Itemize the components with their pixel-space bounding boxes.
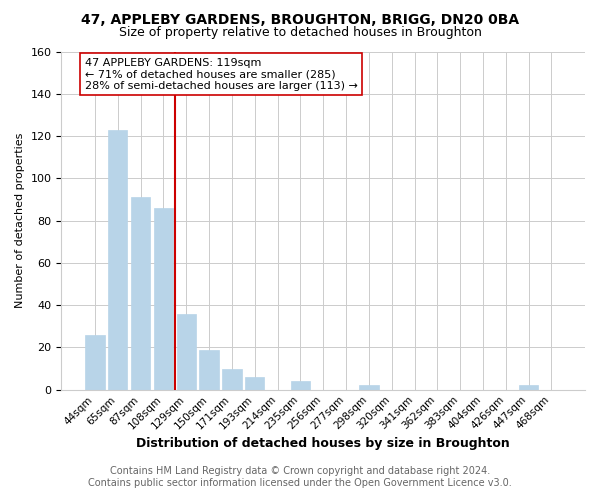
X-axis label: Distribution of detached houses by size in Broughton: Distribution of detached houses by size … bbox=[136, 437, 510, 450]
Text: Size of property relative to detached houses in Broughton: Size of property relative to detached ho… bbox=[119, 26, 481, 39]
Bar bbox=[359, 386, 379, 390]
Bar bbox=[222, 368, 242, 390]
Bar bbox=[290, 382, 310, 390]
Bar bbox=[85, 335, 104, 390]
Bar bbox=[108, 130, 127, 390]
Bar bbox=[176, 314, 196, 390]
Text: Contains HM Land Registry data © Crown copyright and database right 2024.
Contai: Contains HM Land Registry data © Crown c… bbox=[88, 466, 512, 487]
Text: 47 APPLEBY GARDENS: 119sqm
← 71% of detached houses are smaller (285)
28% of sem: 47 APPLEBY GARDENS: 119sqm ← 71% of deta… bbox=[85, 58, 358, 91]
Bar bbox=[199, 350, 219, 390]
Bar bbox=[131, 198, 150, 390]
Text: 47, APPLEBY GARDENS, BROUGHTON, BRIGG, DN20 0BA: 47, APPLEBY GARDENS, BROUGHTON, BRIGG, D… bbox=[81, 12, 519, 26]
Y-axis label: Number of detached properties: Number of detached properties bbox=[15, 133, 25, 308]
Bar bbox=[519, 386, 538, 390]
Bar bbox=[154, 208, 173, 390]
Bar bbox=[245, 377, 265, 390]
